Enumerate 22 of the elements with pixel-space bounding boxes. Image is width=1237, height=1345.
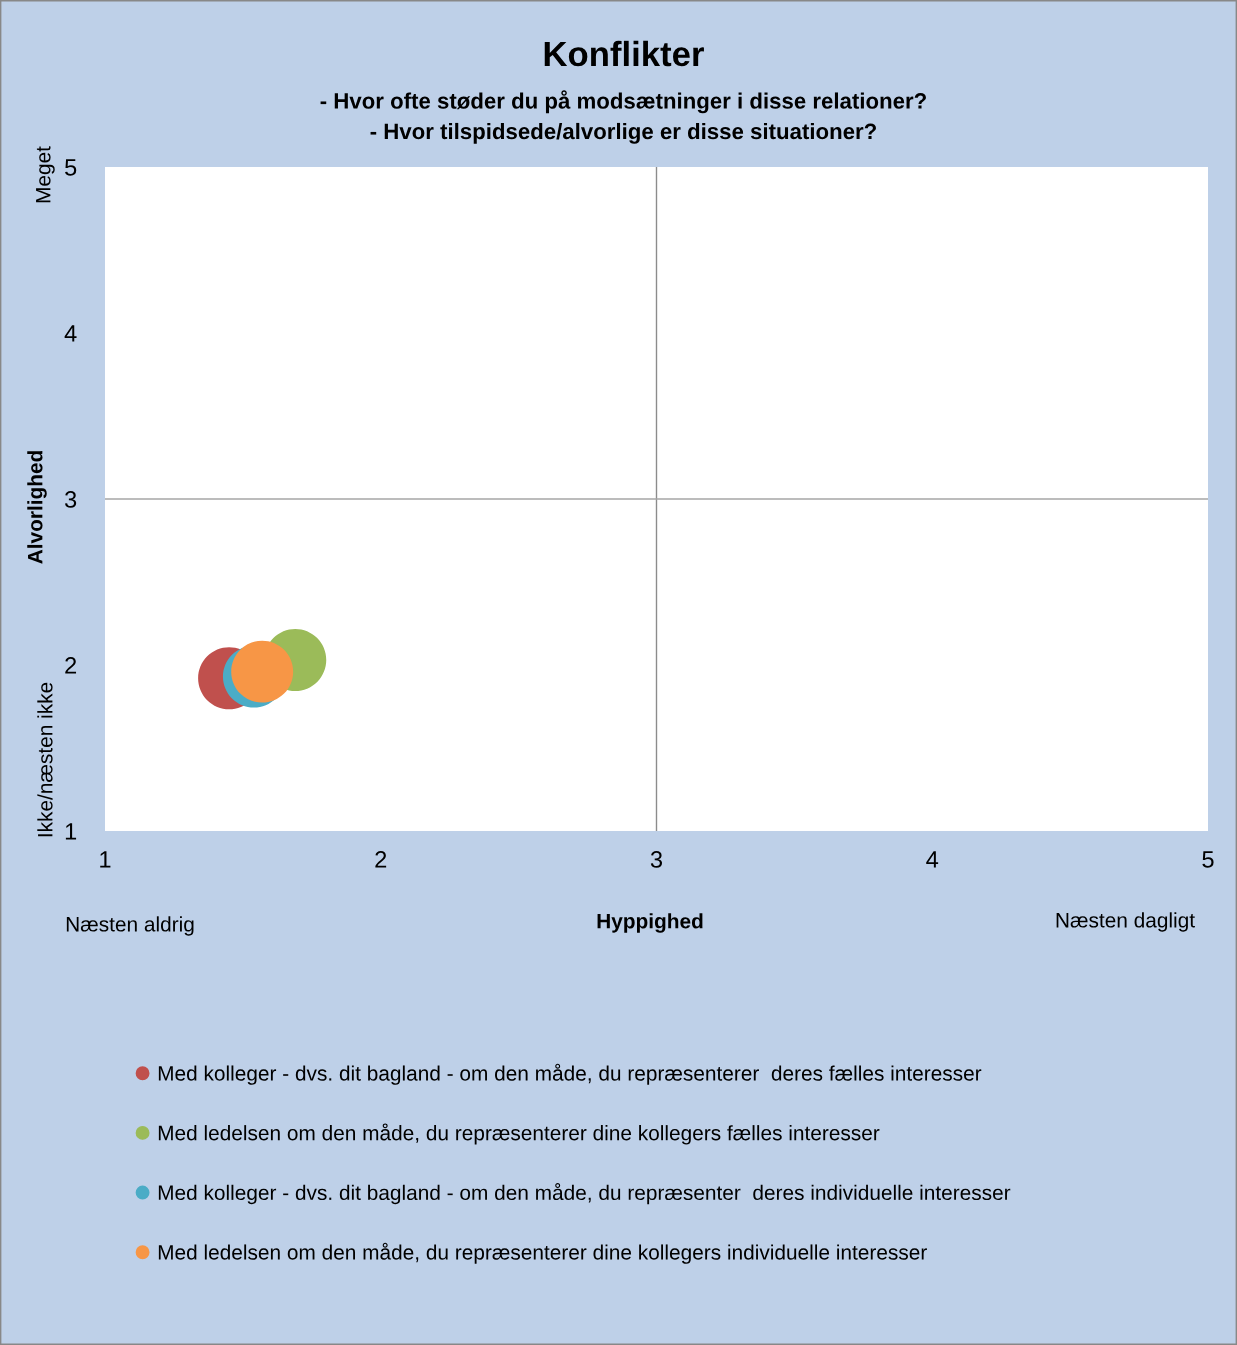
x-axis-title: Hyppighed: [597, 913, 703, 933]
text: Næsten dagligt: [1056, 912, 1195, 932]
x-tick-label: 2: [375, 851, 387, 868]
y-tick-label: 1: [65, 823, 77, 840]
chart-title: Konflikter: [544, 40, 704, 67]
text: Ikke/næsten ikke: [37, 682, 53, 837]
legend-label: Med kolleger - dvs. dit bagland - om den måde, du repræsenter deres individuelle interesser: [158, 1183, 1011, 1205]
legend-label: Med ledelsen om den måde, du repræsenterer dine kollegers individuelle interesser: [158, 1242, 927, 1264]
y-tick-label: 4: [64, 325, 77, 342]
legend-label: Med ledelsen om den måde, du repræsenterer dine kollegers fælles interesser: [158, 1123, 880, 1145]
chart-subtitle: - Hvor ofte støder du på modsætninger i disse relationer? - Hvor tilspidsede/alvorlige er disse situationer?: [320, 90, 926, 144]
y-tick-label: 5: [65, 159, 77, 176]
y-tick-label: 3: [64, 491, 77, 508]
x-tick-label: 4: [926, 851, 939, 868]
x-tick-label: 3: [650, 851, 663, 868]
y-tick-label: 2: [65, 657, 77, 674]
y-axis-title: Alvorlighed: [27, 451, 47, 564]
x-tick-label: 1: [100, 851, 111, 868]
text: Næsten aldrig: [66, 916, 194, 936]
legend-label: Med kolleger - dvs. dit bagland - om den måde, du repræsenterer deres fælles interesser: [158, 1063, 982, 1085]
text: Meget: [36, 146, 55, 203]
x-tick-label: 5: [1202, 851, 1214, 868]
